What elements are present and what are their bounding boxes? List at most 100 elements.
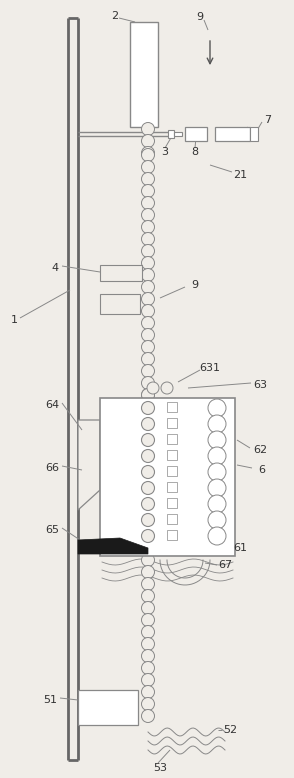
Bar	[185, 127, 207, 141]
Bar	[100, 398, 235, 556]
Bar	[166, 514, 176, 524]
Circle shape	[141, 401, 155, 415]
Circle shape	[208, 479, 226, 497]
Text: 61: 61	[233, 543, 247, 553]
Text: 64: 64	[45, 400, 59, 410]
Text: 1: 1	[11, 315, 18, 325]
Text: 51: 51	[43, 695, 57, 705]
Text: 3: 3	[161, 147, 168, 157]
Text: 52: 52	[223, 725, 237, 735]
Circle shape	[141, 146, 155, 159]
Circle shape	[141, 209, 155, 222]
Circle shape	[141, 317, 155, 330]
Circle shape	[141, 436, 155, 450]
Polygon shape	[78, 420, 100, 510]
Bar	[166, 498, 176, 508]
Circle shape	[141, 244, 155, 258]
Circle shape	[141, 448, 155, 461]
Circle shape	[141, 513, 155, 527]
Circle shape	[141, 553, 155, 566]
Circle shape	[141, 590, 155, 602]
Circle shape	[141, 220, 155, 233]
Text: 2: 2	[111, 11, 118, 21]
Circle shape	[161, 382, 173, 394]
Bar	[250, 127, 258, 141]
Text: 4: 4	[51, 263, 59, 273]
Text: 7: 7	[264, 115, 272, 125]
Circle shape	[141, 685, 155, 699]
Bar	[166, 466, 176, 476]
Bar	[166, 530, 176, 540]
Circle shape	[141, 465, 155, 478]
Circle shape	[141, 497, 155, 510]
Text: 6: 6	[258, 465, 265, 475]
Circle shape	[141, 496, 155, 510]
Circle shape	[141, 341, 155, 353]
Circle shape	[141, 485, 155, 497]
Circle shape	[208, 463, 226, 481]
Circle shape	[208, 415, 226, 433]
Bar	[130, 22, 158, 127]
Circle shape	[141, 461, 155, 474]
Bar	[166, 482, 176, 492]
Text: 631: 631	[200, 363, 220, 373]
Circle shape	[141, 637, 155, 650]
Circle shape	[141, 388, 155, 401]
Circle shape	[141, 650, 155, 663]
Circle shape	[141, 173, 155, 185]
Circle shape	[141, 377, 155, 390]
Text: 67: 67	[218, 560, 232, 570]
Text: 9: 9	[196, 12, 203, 22]
Text: 53: 53	[153, 763, 167, 773]
Circle shape	[141, 257, 155, 269]
Polygon shape	[78, 538, 148, 554]
Circle shape	[141, 418, 155, 430]
Bar	[100, 265, 142, 281]
Circle shape	[141, 450, 155, 462]
Circle shape	[208, 399, 226, 417]
Circle shape	[208, 495, 226, 513]
Bar	[168, 130, 174, 138]
Circle shape	[141, 698, 155, 710]
Circle shape	[141, 674, 155, 686]
Circle shape	[141, 352, 155, 366]
Circle shape	[141, 661, 155, 675]
Circle shape	[141, 614, 155, 626]
Circle shape	[141, 425, 155, 437]
Text: 66: 66	[45, 463, 59, 473]
Circle shape	[141, 122, 155, 135]
Circle shape	[141, 149, 155, 162]
Circle shape	[141, 281, 155, 293]
Text: 65: 65	[45, 525, 59, 535]
Bar	[78, 690, 138, 725]
Bar	[174, 132, 182, 136]
Text: 9: 9	[191, 280, 198, 290]
Text: 63: 63	[253, 380, 267, 390]
Circle shape	[141, 268, 155, 282]
Circle shape	[141, 304, 155, 317]
Circle shape	[141, 388, 155, 401]
Circle shape	[141, 135, 155, 148]
Circle shape	[141, 566, 155, 579]
Bar	[166, 418, 176, 428]
Text: 8: 8	[191, 147, 198, 157]
Circle shape	[141, 509, 155, 521]
Circle shape	[141, 293, 155, 306]
Circle shape	[141, 577, 155, 591]
Circle shape	[141, 530, 155, 542]
Circle shape	[141, 710, 155, 723]
Circle shape	[141, 412, 155, 426]
Text: 21: 21	[233, 170, 247, 180]
Circle shape	[208, 511, 226, 529]
Circle shape	[141, 401, 155, 413]
Circle shape	[147, 382, 159, 394]
Circle shape	[141, 365, 155, 377]
Bar	[166, 434, 176, 444]
Circle shape	[141, 160, 155, 173]
Circle shape	[141, 532, 155, 545]
Circle shape	[141, 482, 155, 495]
Circle shape	[141, 184, 155, 198]
Circle shape	[208, 431, 226, 449]
Circle shape	[141, 433, 155, 447]
Circle shape	[208, 527, 226, 545]
